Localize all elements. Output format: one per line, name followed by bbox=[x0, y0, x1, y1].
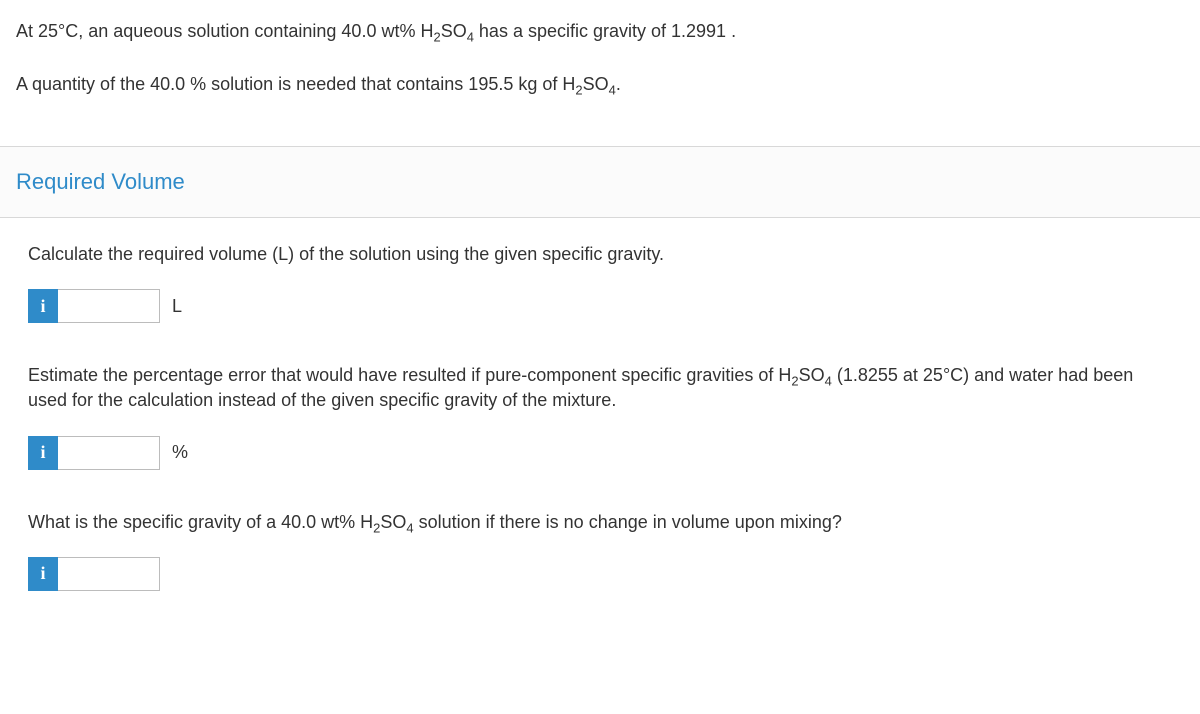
text: Estimate the percentage error that would… bbox=[28, 365, 791, 385]
section-header: Required Volume bbox=[0, 146, 1200, 218]
text: has a specific gravity of 1.2991 . bbox=[474, 21, 736, 41]
section-body: Calculate the required volume (L) of the… bbox=[0, 218, 1200, 619]
text: . bbox=[616, 74, 621, 94]
question-1-prompt: Calculate the required volume (L) of the… bbox=[28, 242, 1172, 267]
question-1-input-row: i L bbox=[28, 289, 1172, 323]
text: SO bbox=[583, 74, 609, 94]
text: SO bbox=[380, 512, 406, 532]
percent-error-input[interactable] bbox=[58, 436, 160, 470]
text: A quantity of the 40.0 % solution is nee… bbox=[16, 74, 575, 94]
subscript: 2 bbox=[433, 30, 440, 45]
info-icon[interactable]: i bbox=[28, 289, 58, 323]
subscript: 4 bbox=[406, 520, 413, 535]
volume-input[interactable] bbox=[58, 289, 160, 323]
text: SO bbox=[441, 21, 467, 41]
subscript: 2 bbox=[575, 83, 582, 98]
problem-line-1: At 25°C, an aqueous solution containing … bbox=[16, 18, 1184, 45]
info-icon[interactable]: i bbox=[28, 557, 58, 591]
text: solution if there is no change in volume… bbox=[414, 512, 842, 532]
specific-gravity-input[interactable] bbox=[58, 557, 160, 591]
text: At 25°C, an aqueous solution containing … bbox=[16, 21, 433, 41]
unit-label: % bbox=[172, 442, 188, 463]
subscript: 4 bbox=[825, 374, 832, 389]
subscript: 2 bbox=[791, 374, 798, 389]
question-3-prompt: What is the specific gravity of a 40.0 w… bbox=[28, 510, 1172, 535]
info-icon[interactable]: i bbox=[28, 436, 58, 470]
text: What is the specific gravity of a 40.0 w… bbox=[28, 512, 373, 532]
subscript: 4 bbox=[467, 30, 474, 45]
problem-line-2: A quantity of the 40.0 % solution is nee… bbox=[16, 71, 1184, 98]
question-3-input-row: i bbox=[28, 557, 1172, 591]
text: SO bbox=[799, 365, 825, 385]
subscript: 4 bbox=[609, 83, 616, 98]
question-2-input-row: i % bbox=[28, 436, 1172, 470]
problem-statement: At 25°C, an aqueous solution containing … bbox=[0, 0, 1200, 146]
question-2-prompt: Estimate the percentage error that would… bbox=[28, 363, 1172, 413]
section-title: Required Volume bbox=[16, 169, 1184, 195]
unit-label: L bbox=[172, 296, 182, 317]
